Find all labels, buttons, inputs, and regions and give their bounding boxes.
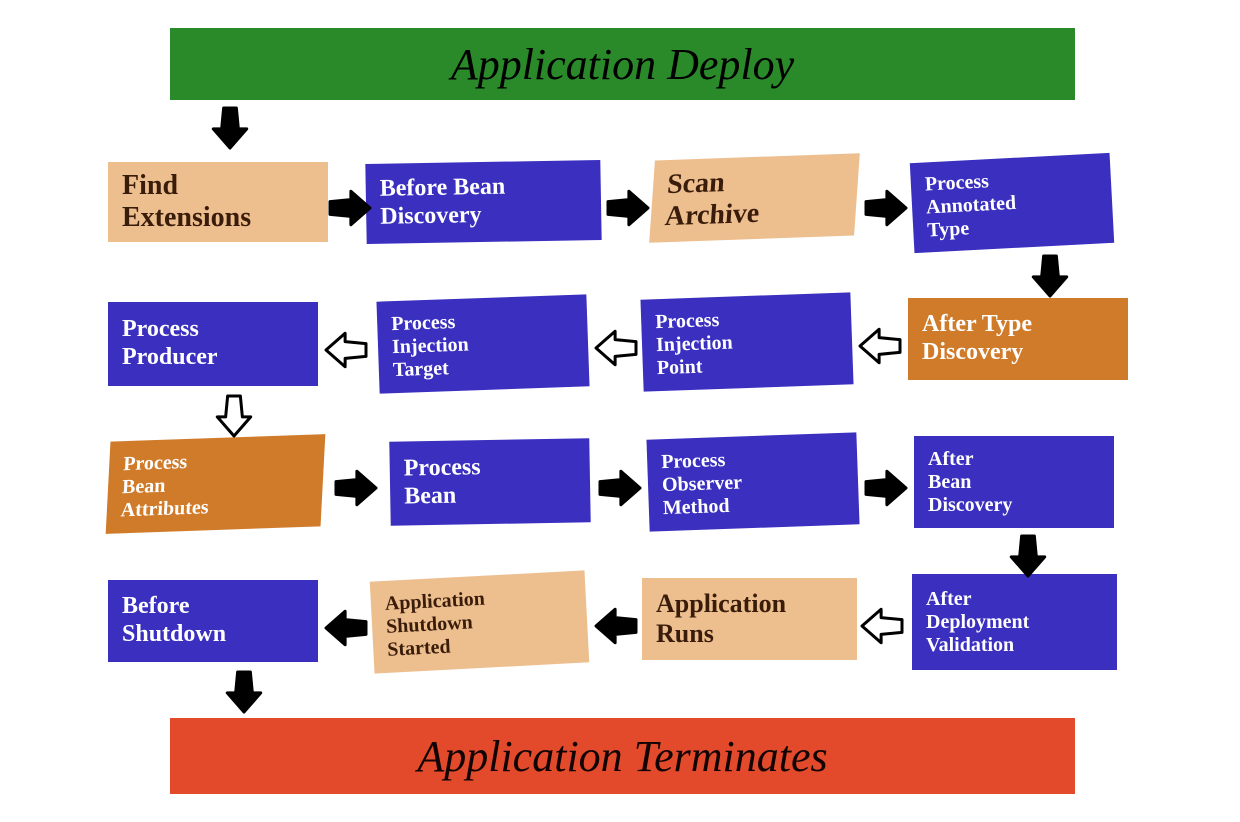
banner-application-deploy: Application Deploy: [170, 28, 1075, 100]
node-before-shutdown: Before Shutdown: [108, 580, 318, 662]
arrow-a-bbd-scan: [606, 186, 650, 230]
arrow-a-deploy-find: [208, 106, 252, 150]
node-after-deployment-validation: After Deployment Validation: [912, 574, 1117, 670]
arrow-a-pom-abd: [864, 466, 908, 510]
node-label: Process Producer: [122, 316, 218, 371]
node-label: Process Annotated Type: [924, 168, 1018, 242]
diagram-stage: Application Deploy Application Terminate…: [0, 0, 1240, 822]
arrow-a-ass-bs: [324, 606, 368, 650]
arrow-a-pip-pit: [594, 326, 638, 370]
node-scan-archive: Scan Archive: [649, 153, 860, 242]
node-after-bean-discovery: After Bean Discovery: [914, 436, 1114, 528]
node-before-bean-discovery: Before Bean Discovery: [365, 160, 601, 244]
node-find-extensions: Find Extensions: [108, 162, 328, 242]
node-process-bean: Process Bean: [389, 438, 590, 525]
node-application-runs: Application Runs: [642, 578, 857, 660]
node-label: Application Runs: [656, 589, 786, 649]
node-process-injection-target: Process Injection Target: [376, 294, 589, 393]
arrow-a-atd-pip: [858, 324, 902, 368]
banner-top-label: Application Deploy: [451, 39, 794, 90]
node-label: Find Extensions: [122, 170, 251, 234]
node-process-producer: Process Producer: [108, 302, 318, 386]
node-label: After Bean Discovery: [928, 448, 1012, 517]
node-process-annotated-type: Process Annotated Type: [910, 153, 1114, 253]
node-process-bean-attributes: Process Bean Attributes: [106, 434, 326, 534]
node-label: Process Injection Point: [655, 308, 734, 380]
node-label: Scan Archive: [664, 166, 763, 234]
node-label: Before Shutdown: [122, 593, 226, 648]
arrow-a-pit-pp: [324, 328, 368, 372]
node-label: Process Injection Target: [391, 310, 470, 382]
banner-application-terminates: Application Terminates: [170, 718, 1075, 794]
arrow-a-ar-ass: [594, 604, 638, 648]
node-process-observer-method: Process Observer Method: [646, 432, 859, 531]
arrow-a-scan-pat: [864, 186, 908, 230]
node-process-injection-point: Process Injection Point: [640, 292, 853, 391]
node-label: After Type Discovery: [922, 311, 1032, 366]
arrow-a-pp-pba: [212, 394, 256, 438]
arrow-a-adv-ar: [860, 604, 904, 648]
node-label: Process Observer Method: [661, 448, 743, 520]
node-label: Application Shutdown Started: [384, 587, 488, 661]
arrow-a-abd-adv: [1006, 534, 1050, 578]
banner-bottom-label: Application Terminates: [417, 731, 827, 782]
node-app-shutdown-started: Application Shutdown Started: [370, 570, 590, 673]
node-label: Before Bean Discovery: [380, 174, 506, 231]
node-label: Process Bean Attributes: [120, 450, 211, 522]
arrow-a-pat-atd: [1028, 254, 1072, 298]
node-after-type-discovery: After Type Discovery: [908, 298, 1128, 380]
node-label: After Deployment Validation: [926, 588, 1029, 657]
arrow-a-pb-pom: [598, 466, 642, 510]
arrow-a-bs-term: [222, 670, 266, 714]
node-label: Process Bean: [404, 455, 482, 512]
arrow-a-pba-pb: [334, 466, 378, 510]
